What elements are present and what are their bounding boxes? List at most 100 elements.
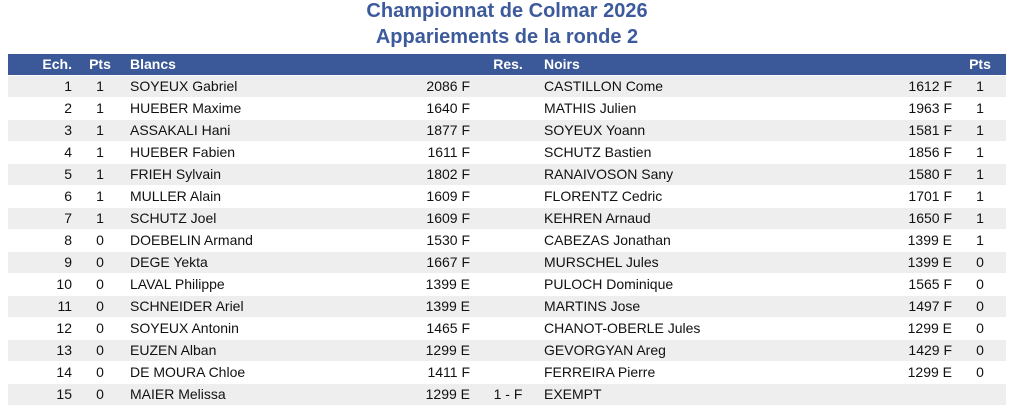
cell-board: 6	[64, 188, 72, 204]
cell-white-elo: 1299 E	[425, 342, 470, 358]
cell-white: DOEBELIN Armand	[130, 232, 253, 248]
cell-white: LAVAL Philippe	[130, 276, 225, 292]
cell-white-elo: 1465 F	[426, 320, 470, 336]
cell-board: 14	[56, 364, 72, 380]
title: Championnat de Colmar 2026	[366, 0, 648, 22]
cell-white-pts: 1	[96, 210, 104, 226]
cell-black-pts: 1	[976, 144, 984, 160]
cell-white-elo: 1640 F	[426, 100, 470, 116]
cell-black: CHANOT-OBERLE Jules	[544, 320, 701, 336]
cell-white-elo: 2086 F	[426, 78, 470, 94]
cell-white-pts: 1	[96, 122, 104, 138]
cell-black-elo: 1963 F	[908, 100, 952, 116]
cell-black-elo: 1497 F	[908, 298, 952, 314]
cell-black-elo: 1856 F	[908, 144, 952, 160]
cell-white-elo: 1877 F	[426, 122, 470, 138]
cell-board: 5	[64, 166, 72, 182]
table-row: 15 0 MAIER Melissa 1299 E 1 - F EXEMPT	[8, 384, 1006, 405]
cell-white-pts: 0	[96, 342, 104, 358]
cell-black-elo: 1565 F	[908, 276, 952, 292]
cell-black-pts: 1	[976, 210, 984, 226]
cell-white-pts: 0	[96, 276, 104, 292]
cell-black-pts: 0	[976, 364, 984, 380]
cell-white: SOYEUX Antonin	[130, 320, 239, 336]
cell-black-elo: 1299 E	[907, 364, 952, 380]
cell-white: MAIER Melissa	[130, 386, 226, 402]
cell-white-pts: 1	[96, 166, 104, 182]
cell-white-elo: 1411 F	[427, 364, 470, 380]
cell-black: EXEMPT	[544, 386, 602, 402]
cell-black-elo: 1580 F	[908, 166, 952, 182]
table-row: 6 1 MULLER Alain 1609 F FLORENTZ Cedric 1701 …	[8, 186, 1006, 207]
cell-board: 15	[56, 386, 72, 402]
cell-board: 3	[64, 122, 72, 138]
cell-white: EUZEN Alban	[130, 342, 217, 358]
cell-board: 11	[57, 298, 72, 314]
cell-white-elo: 1299 E	[425, 386, 470, 402]
cell-white: MULLER Alain	[130, 188, 222, 204]
cell-black: SCHUTZ Bastien	[544, 144, 652, 160]
table-row: 3 1 ASSAKALI Hani 1877 F SOYEUX Yoann 1581 F 1	[8, 120, 1006, 141]
cell-white-pts: 0	[96, 386, 104, 402]
cell-white-pts: 1	[96, 188, 104, 204]
cell-board: 2	[64, 100, 72, 116]
cell-black-elo: 1701 F	[908, 188, 952, 204]
cell-board: 9	[64, 254, 72, 270]
cell-white: SOYEUX Gabriel	[130, 78, 238, 94]
cell-black-pts: 0	[976, 254, 984, 270]
cell-black-pts: 0	[976, 298, 984, 314]
subtitle: Appariements de la ronde 2	[375, 26, 639, 48]
cell-white-elo: 1399 E	[425, 276, 470, 292]
cell-white-elo: 1802 F	[426, 166, 470, 182]
cell-white-pts: 0	[96, 254, 104, 270]
cell-white: SCHUTZ Joel	[130, 210, 217, 226]
table-row: 5 1 FRIEH Sylvain 1802 F RANAIVOSON Sany 1580…	[8, 164, 1006, 185]
cell-white-pts: 0	[96, 320, 104, 336]
header-row: Ech. Pts Blancs Res. Noirs Pts	[8, 54, 1006, 75]
table-row: 13 0 EUZEN Alban 1299 E GEVORGYAN Areg 1429 F…	[8, 340, 1006, 361]
cell-black: RANAIVOSON Sany	[544, 166, 674, 182]
table-row: 8 0 DOEBELIN Armand 1530 F CABEZAS Jonathan 1…	[8, 230, 1006, 251]
column-header: Res.	[493, 56, 523, 72]
cell-board: 13	[56, 342, 72, 358]
cell-white: ASSAKALI Hani	[130, 122, 231, 138]
cell-black-elo: 1399 E	[907, 232, 952, 248]
cell-board: 4	[64, 144, 72, 160]
cell-black-pts: 1	[976, 122, 984, 138]
cell-black-pts: 0	[976, 276, 984, 292]
cell-black-pts: 1	[976, 100, 984, 116]
cell-board: 1	[64, 78, 72, 94]
cell-result: 1 - F	[493, 386, 523, 402]
cell-white: DEGE Yekta	[130, 254, 208, 270]
table-row: 9 0 DEGE Yekta 1667 F MURSCHEL Jules 1399 E 0	[8, 252, 1006, 273]
cell-black: GEVORGYAN Areg	[544, 342, 666, 358]
cell-white-elo: 1667 F	[426, 254, 470, 270]
cell-black-elo: 1612 F	[908, 78, 952, 94]
cell-board: 12	[56, 320, 72, 336]
cell-black-pts: 1	[976, 78, 984, 94]
column-header: Pts	[89, 56, 111, 72]
table-row: 1 1 SOYEUX Gabriel 2086 F CASTILLON Come 1612…	[8, 76, 1006, 97]
table-row: 10 0 LAVAL Philippe 1399 E PULOCH Dominique 1…	[8, 274, 1006, 295]
cell-black-elo: 1650 F	[908, 210, 952, 226]
cell-black-pts: 0	[976, 342, 984, 358]
cell-black: MURSCHEL Jules	[544, 254, 659, 270]
cell-white-elo: 1611 F	[427, 144, 470, 160]
cell-board: 7	[64, 210, 72, 226]
cell-white-pts: 0	[96, 364, 104, 380]
cell-board: 10	[56, 276, 72, 292]
table-row: 14 0 DE MOURA Chloe 1411 F FERREIRA Pierre 12…	[8, 362, 1006, 383]
cell-black: FLORENTZ Cedric	[544, 188, 663, 204]
cell-black: MARTINS Jose	[544, 298, 641, 314]
column-header: Noirs	[544, 56, 580, 72]
cell-black: MATHIS Julien	[544, 100, 637, 116]
cell-black-elo: 1429 F	[908, 342, 952, 358]
cell-black-pts: 1	[976, 188, 984, 204]
cell-black-elo: 1399 E	[907, 254, 952, 270]
table-row: 7 1 SCHUTZ Joel 1609 F KEHREN Arnaud 1650 F 1	[8, 208, 1006, 229]
cell-white: HUEBER Fabien	[130, 144, 236, 160]
cell-white-pts: 1	[96, 144, 104, 160]
cell-white-elo: 1609 F	[426, 210, 470, 226]
cell-white-pts: 0	[96, 298, 104, 314]
